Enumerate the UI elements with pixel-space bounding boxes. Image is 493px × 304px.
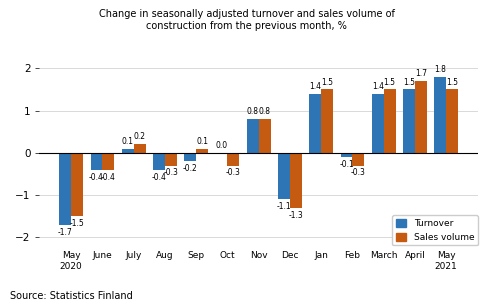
Text: -1.5: -1.5 — [70, 219, 84, 228]
Bar — [122, 149, 134, 153]
Bar — [134, 144, 145, 153]
Text: 1.5: 1.5 — [384, 78, 395, 87]
Text: 0.1: 0.1 — [196, 137, 208, 146]
Bar — [415, 81, 427, 153]
Text: -0.3: -0.3 — [226, 168, 241, 178]
Bar — [259, 119, 271, 153]
Bar — [321, 89, 333, 153]
Text: -0.4: -0.4 — [89, 173, 104, 182]
Text: 0.0: 0.0 — [215, 141, 228, 150]
Text: 1.8: 1.8 — [434, 65, 446, 74]
Text: 0.1: 0.1 — [122, 137, 134, 146]
Text: 1.7: 1.7 — [415, 69, 427, 78]
Bar — [71, 153, 83, 216]
Text: 0.8: 0.8 — [259, 107, 271, 116]
Legend: Turnover, Sales volume: Turnover, Sales volume — [392, 216, 478, 245]
Text: 1.5: 1.5 — [403, 78, 415, 87]
Text: -1.3: -1.3 — [288, 211, 303, 220]
Bar — [59, 153, 71, 225]
Text: -0.2: -0.2 — [183, 164, 198, 173]
Bar — [290, 153, 302, 208]
Text: -1.1: -1.1 — [277, 202, 291, 211]
Bar — [247, 119, 259, 153]
Bar — [372, 94, 384, 153]
Text: 1.5: 1.5 — [321, 78, 333, 87]
Bar — [352, 153, 364, 165]
Bar — [165, 153, 177, 165]
Bar — [91, 153, 103, 170]
Bar — [403, 89, 415, 153]
Bar — [153, 153, 165, 170]
Bar — [309, 94, 321, 153]
Text: Change in seasonally adjusted turnover and sales volume of
construction from the: Change in seasonally adjusted turnover a… — [99, 9, 394, 31]
Text: -0.1: -0.1 — [339, 160, 354, 169]
Text: -0.3: -0.3 — [351, 168, 366, 178]
Bar — [103, 153, 114, 170]
Text: -0.4: -0.4 — [151, 173, 167, 182]
Bar — [434, 77, 446, 153]
Text: 1.4: 1.4 — [372, 82, 384, 91]
Bar — [446, 89, 458, 153]
Text: -1.7: -1.7 — [58, 228, 72, 237]
Text: -0.3: -0.3 — [164, 168, 178, 178]
Bar — [341, 153, 352, 157]
Bar — [384, 89, 395, 153]
Bar — [196, 149, 208, 153]
Text: 0.2: 0.2 — [134, 133, 145, 141]
Text: Source: Statistics Finland: Source: Statistics Finland — [10, 291, 133, 301]
Text: 0.8: 0.8 — [247, 107, 259, 116]
Bar — [184, 153, 196, 161]
Text: 1.4: 1.4 — [309, 82, 321, 91]
Text: 1.5: 1.5 — [446, 78, 458, 87]
Bar — [278, 153, 290, 199]
Bar — [227, 153, 239, 165]
Text: -0.4: -0.4 — [101, 173, 116, 182]
